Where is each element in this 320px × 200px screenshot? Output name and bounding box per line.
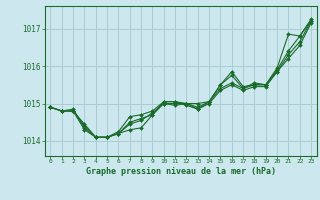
X-axis label: Graphe pression niveau de la mer (hPa): Graphe pression niveau de la mer (hPa) xyxy=(86,167,276,176)
